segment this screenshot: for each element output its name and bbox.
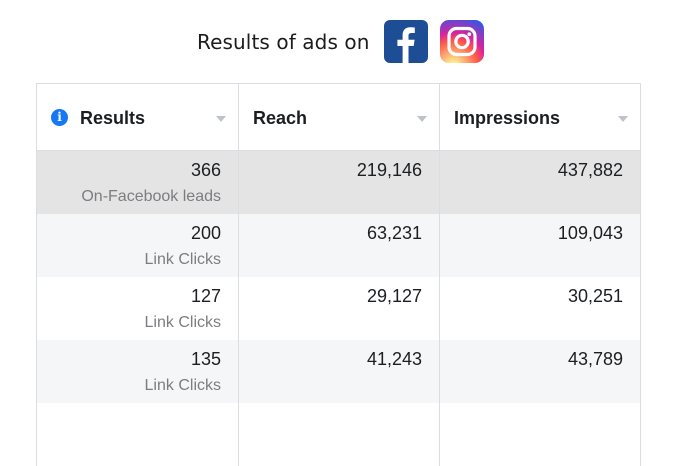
column-header-impressions[interactable]: Impressions xyxy=(440,84,641,150)
sort-dropdown-icon[interactable] xyxy=(216,116,226,122)
results-value: 200 xyxy=(190,223,221,243)
results-cell: 366 On-Facebook leads xyxy=(37,151,239,214)
impressions-value: 109,043 xyxy=(557,223,623,243)
column-header-label: Results xyxy=(80,108,146,128)
column-header-reach[interactable]: Reach xyxy=(239,84,440,150)
result-type: Link Clicks xyxy=(144,314,221,331)
impressions-cell: 30,251 xyxy=(440,277,641,340)
table-row[interactable]: 366 On-Facebook leads 219,146 437,882 xyxy=(37,151,641,214)
sort-dropdown-icon[interactable] xyxy=(417,116,427,122)
table-header-row: i Results Reach Impressions xyxy=(37,84,641,151)
results-cell: 135 Link Clicks xyxy=(37,340,239,403)
results-cell: 127 Link Clicks xyxy=(37,277,239,340)
impressions-cell: 437,882 xyxy=(440,151,641,214)
results-cell xyxy=(37,403,239,466)
table-row[interactable]: 135 Link Clicks 41,243 43,789 xyxy=(37,340,641,403)
column-header-label: Impressions xyxy=(454,108,561,128)
column-header-label: Reach xyxy=(253,108,308,128)
impressions-cell: 109,043 xyxy=(440,214,641,277)
reach-value: 63,231 xyxy=(366,223,422,243)
result-type: Link Clicks xyxy=(144,377,221,394)
results-value: 127 xyxy=(190,286,221,306)
table-row-partial xyxy=(37,403,641,466)
page-title: Results of ads on xyxy=(197,30,370,54)
reach-cell: 29,127 xyxy=(239,277,440,340)
results-cell: 200 Link Clicks xyxy=(37,214,239,277)
impressions-value: 43,789 xyxy=(567,349,623,369)
impressions-cell xyxy=(440,403,641,466)
column-header-results[interactable]: i Results xyxy=(37,84,239,150)
reach-cell: 63,231 xyxy=(239,214,440,277)
facebook-logo-icon xyxy=(384,20,428,63)
impressions-value: 437,882 xyxy=(557,160,623,180)
reach-value: 29,127 xyxy=(366,286,422,306)
impressions-cell: 43,789 xyxy=(440,340,641,403)
reach-cell: 219,146 xyxy=(239,151,440,214)
instagram-logo-icon xyxy=(440,20,484,63)
info-icon[interactable]: i xyxy=(51,109,68,126)
reach-value: 41,243 xyxy=(366,349,422,369)
sort-dropdown-icon[interactable] xyxy=(618,116,628,122)
reach-cell xyxy=(239,403,440,466)
results-value: 135 xyxy=(190,349,221,369)
result-type: On-Facebook leads xyxy=(81,188,221,205)
results-value: 366 xyxy=(190,160,221,180)
reach-cell: 41,243 xyxy=(239,340,440,403)
impressions-value: 30,251 xyxy=(567,286,623,306)
table-row[interactable]: 127 Link Clicks 29,127 30,251 xyxy=(37,277,641,340)
title-bar: Results of ads on xyxy=(0,18,680,66)
result-type: Link Clicks xyxy=(144,251,221,268)
table-row[interactable]: 200 Link Clicks 63,231 109,043 xyxy=(37,214,641,277)
reach-value: 219,146 xyxy=(356,160,422,180)
